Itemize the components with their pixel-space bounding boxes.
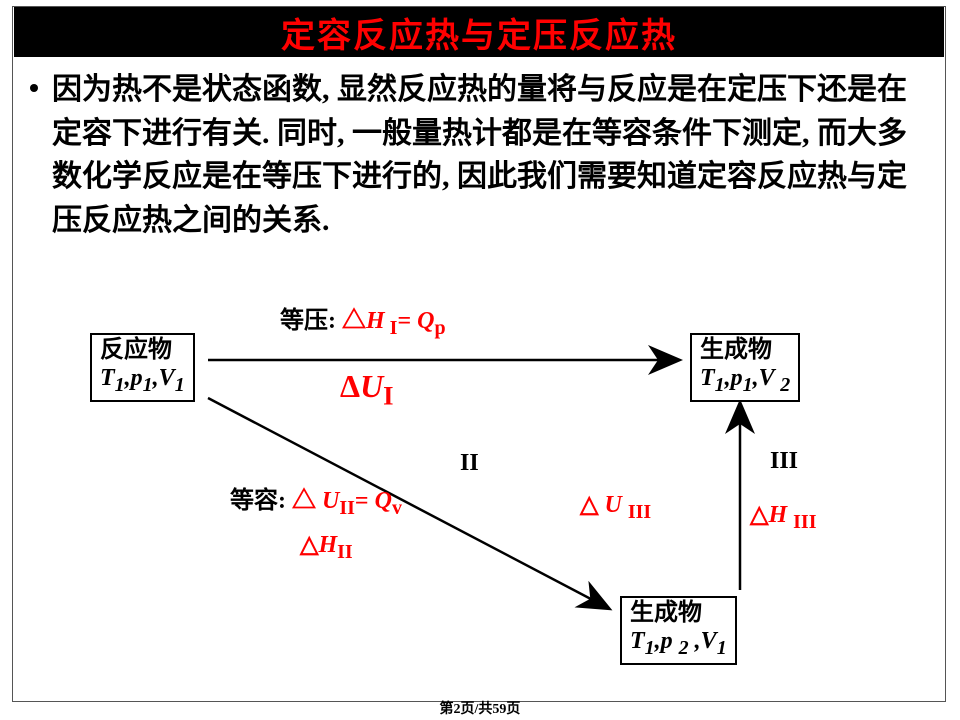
thermo-diagram: 反应物 T1,p1,V1 生成物 T1,p1,V 2 生成物 T1,p 2 ,V… [0, 0, 960, 720]
isobaric-eq: △H I= Qp [342, 308, 446, 334]
product-bot-vars: T1,p 2 ,V1 [630, 628, 727, 660]
delta-u-i: ΔUI [340, 368, 394, 411]
isobaric-label: 等压: △H I= Qp [280, 300, 446, 340]
delta-u-iii: △ U III [580, 490, 651, 524]
page-footer: 第2页/共59页 [0, 698, 960, 718]
reactant-name: 反应物 [100, 337, 185, 365]
path-iii-label: III [770, 448, 798, 475]
isochoric-prefix: 等容: [230, 488, 286, 514]
isobaric-prefix: 等压: [280, 308, 336, 334]
product-bot-box: 生成物 T1,p 2 ,V1 [620, 596, 737, 665]
reactant-box: 反应物 T1,p1,V1 [90, 333, 195, 402]
product-top-name: 生成物 [700, 337, 790, 365]
product-top-box: 生成物 T1,p1,V 2 [690, 333, 800, 402]
reactant-vars: T1,p1,V1 [100, 365, 185, 397]
delta-h-ii: △HII [300, 530, 353, 564]
product-bot-name: 生成物 [630, 600, 727, 628]
product-top-vars: T1,p1,V 2 [700, 365, 790, 397]
isochoric-eq: △ UII= Qv [292, 488, 402, 514]
isochoric-label: 等容: △ UII= Qv [230, 480, 402, 520]
path-ii-label: II [460, 450, 479, 477]
delta-h-iii: △H III [750, 500, 817, 534]
